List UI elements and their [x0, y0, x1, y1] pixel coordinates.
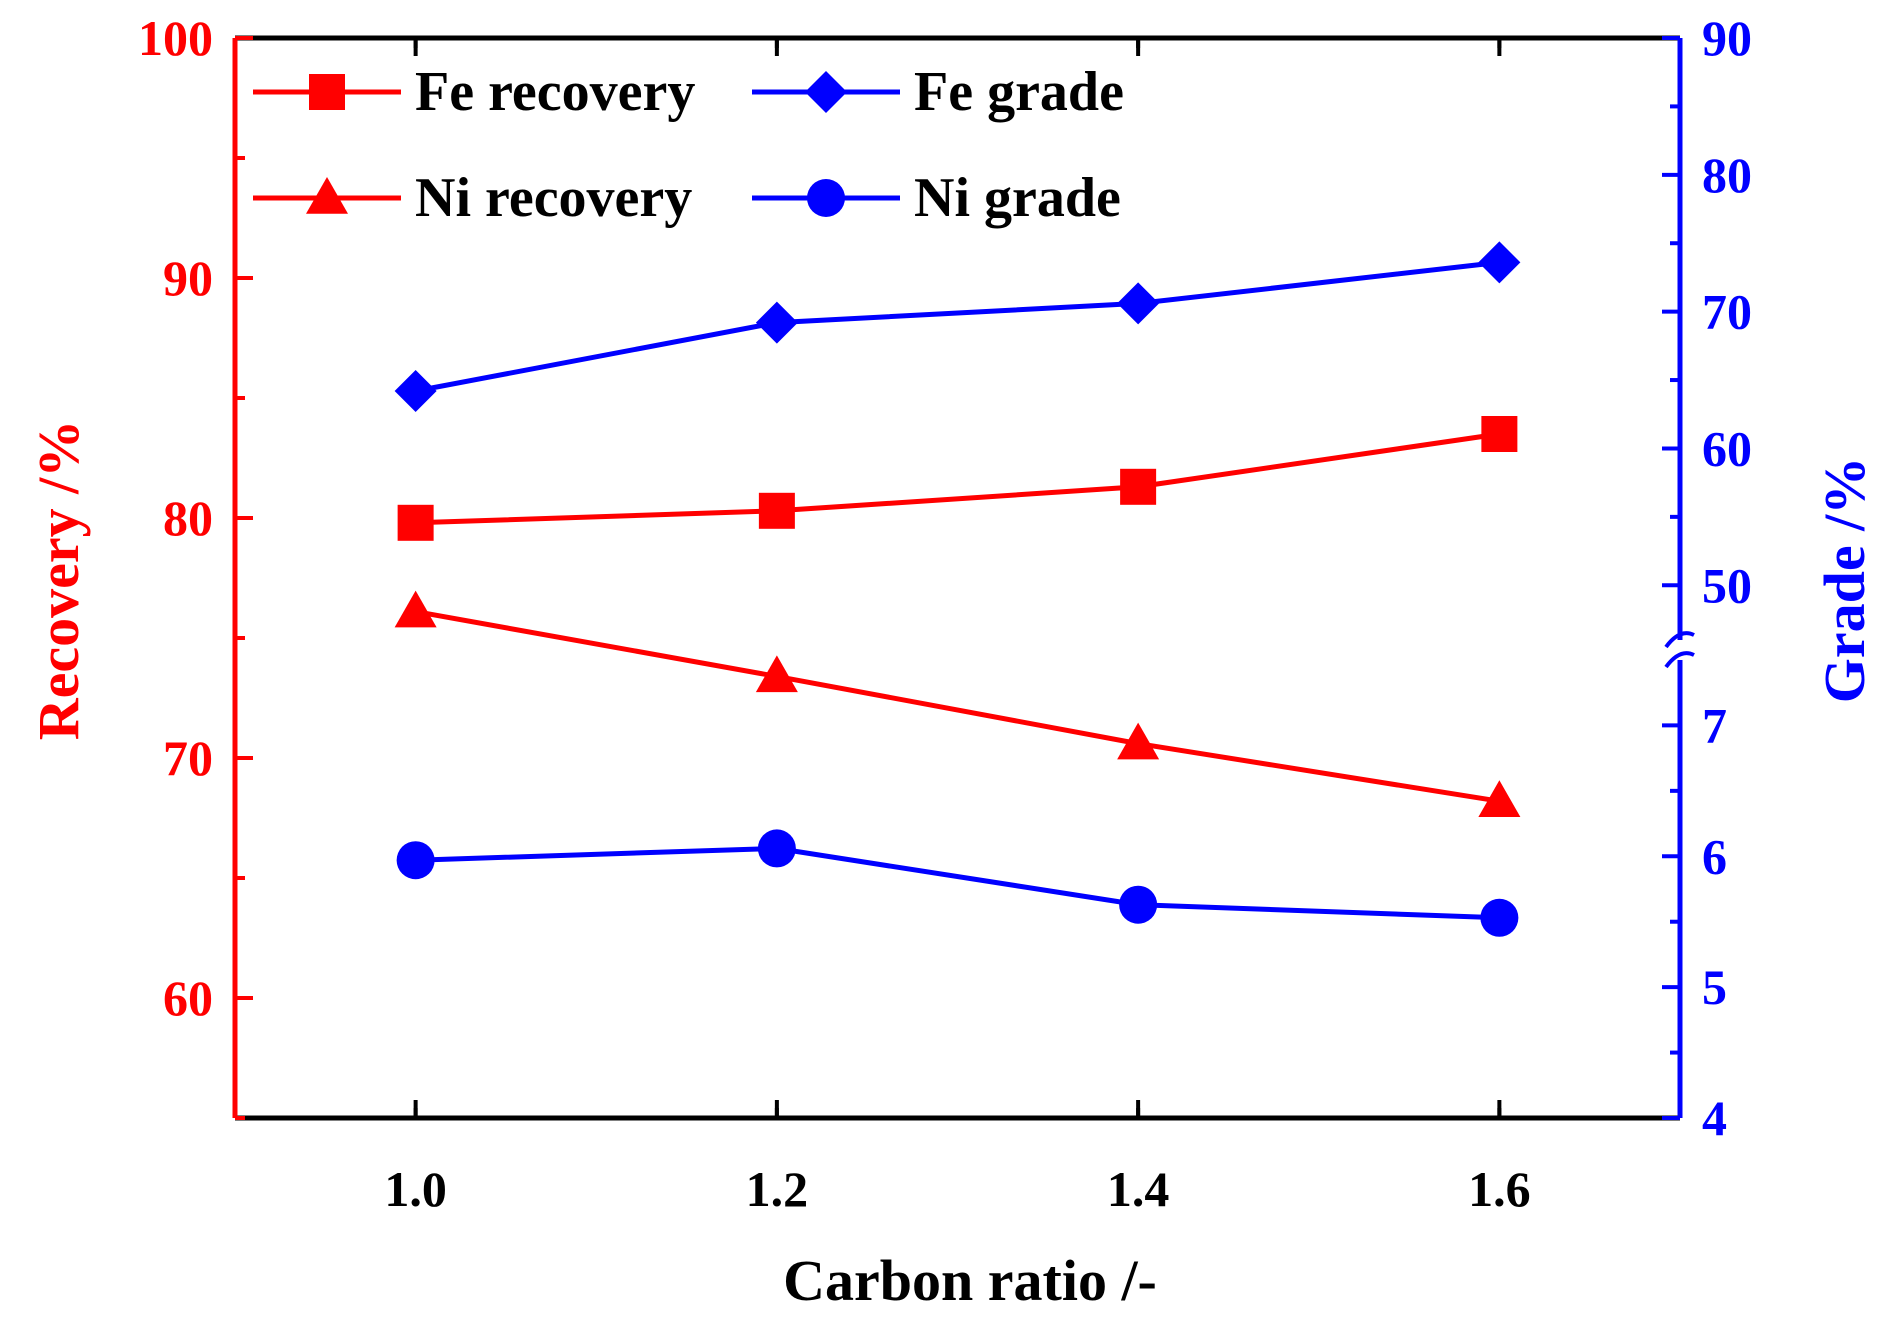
x-tick-label: 1.2 [746, 1161, 809, 1217]
legend-label: Ni recovery [415, 167, 692, 229]
data-point-ni-recovery [1117, 722, 1160, 760]
right-tick-label: 80 [1702, 147, 1752, 203]
series-ni-recovery [394, 590, 1521, 817]
data-point-fe-recovery [758, 492, 795, 529]
legend: Fe recovery Fe grade Ni recovery Ni grade [253, 61, 1124, 229]
series-ni-grade [396, 829, 1519, 937]
axis-break-mark-lower [1664, 651, 1695, 669]
left-tick-label: 100 [138, 10, 213, 66]
data-point-ni-recovery [1478, 780, 1521, 817]
data-point-fe-grade [755, 301, 798, 344]
x-tick-label: 1.4 [1107, 1161, 1170, 1217]
legend-marker [807, 179, 845, 217]
legend-label: Ni grade [914, 167, 1121, 229]
data-point-ni-grade [396, 841, 435, 880]
data-point-ni-grade [1480, 898, 1519, 937]
legend-entry-ni-recovery: Ni recovery [253, 167, 692, 229]
data-point-fe-grade [1117, 282, 1160, 325]
legend-entry-fe-grade: Fe grade [752, 61, 1124, 123]
series-line-fe-grade [415, 259, 1500, 394]
legend-marker [309, 74, 345, 110]
right-tick-label: 7 [1702, 697, 1727, 753]
series-fe-grade [394, 241, 1521, 412]
right-tick-label: 6 [1702, 828, 1727, 884]
right-tick-label: 50 [1702, 557, 1752, 613]
legend-entry-fe-recovery: Fe recovery [253, 61, 695, 123]
data-point-ni-grade [757, 829, 796, 868]
right-tick-label: 4 [1702, 1090, 1727, 1146]
legend-entry-ni-grade: Ni grade [752, 167, 1121, 229]
legend-label: Fe recovery [415, 61, 695, 123]
right-tick-label: 60 [1702, 420, 1752, 476]
left-tick-label: 70 [163, 730, 213, 786]
legend-label: Fe grade [914, 61, 1124, 123]
axis-ticks: 1.0 1.2 1.4 1.6 60 70 80 90 100 4 5 6 7 50 60 70 80 90 [138, 10, 1752, 1217]
x-tick-label: 1.0 [384, 1161, 447, 1217]
plot-frame [232, 35, 1695, 1121]
series-line-ni-grade [415, 845, 1500, 921]
legend-marker [805, 71, 847, 113]
data-point-fe-grade [394, 369, 437, 412]
data-point-fe-recovery [397, 504, 434, 541]
data-point-fe-grade [1478, 241, 1521, 284]
right-tick-label: 5 [1702, 959, 1727, 1015]
series-fe-recovery [397, 416, 1518, 541]
right-tick-label: 90 [1702, 10, 1752, 66]
left-axis-title: Recovery /% [26, 420, 91, 740]
data-point-ni-recovery [755, 655, 798, 693]
legend-marker [306, 177, 348, 214]
series-line-ni-recovery [415, 609, 1500, 804]
data-series [394, 241, 1521, 937]
data-point-fe-recovery [1481, 416, 1518, 452]
axis-break-mark-upper [1664, 631, 1695, 649]
data-point-fe-recovery [1120, 468, 1157, 505]
right-axis-title: Grade /% [1812, 457, 1877, 703]
data-point-ni-recovery [394, 590, 437, 628]
data-point-ni-grade [1119, 885, 1158, 924]
x-tick-label: 1.6 [1468, 1161, 1531, 1217]
x-axis-title: Carbon ratio /- [783, 1248, 1157, 1313]
right-tick-label: 70 [1702, 284, 1752, 340]
left-tick-label: 80 [163, 490, 213, 546]
left-tick-label: 90 [163, 250, 213, 306]
left-tick-label: 60 [163, 970, 213, 1026]
series-line-fe-recovery [415, 431, 1500, 526]
